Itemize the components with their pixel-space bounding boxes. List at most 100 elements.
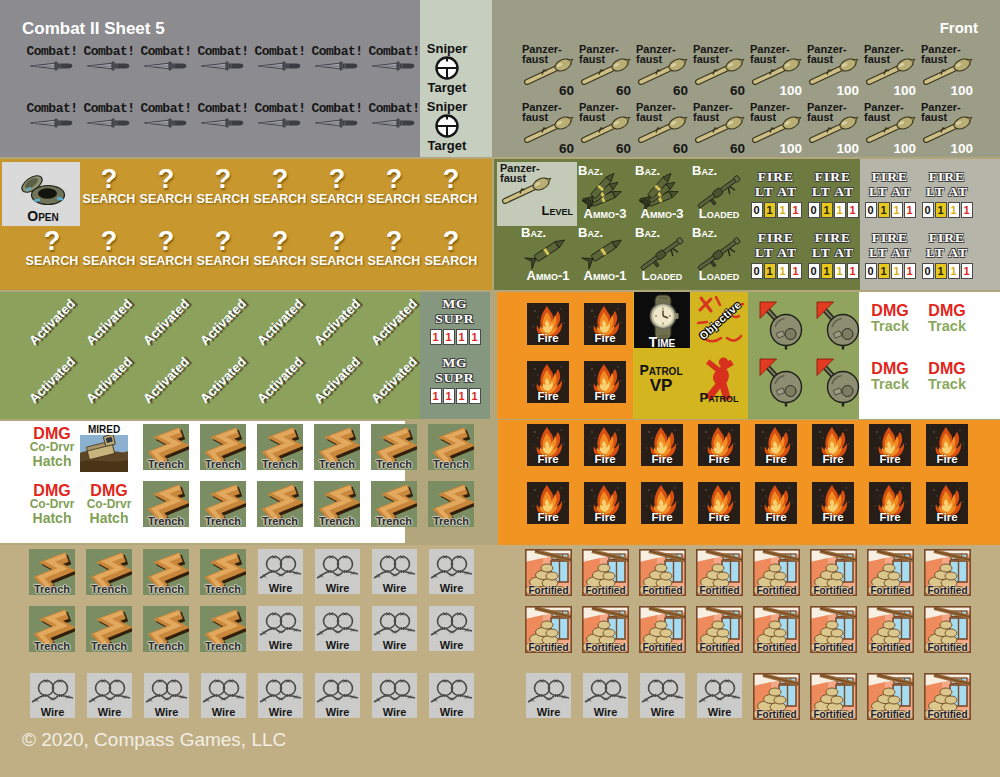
counter-panzerfaust-60[interactable]: Panzer-faust60 xyxy=(691,102,747,158)
counter-wire[interactable]: Wire xyxy=(315,549,360,594)
counter-fire[interactable]: Fire xyxy=(584,424,626,466)
counter-fortified[interactable]: Fortified xyxy=(582,606,629,653)
counter-panzerfaust-100[interactable]: Panzer-faust100 xyxy=(862,102,918,158)
counter-sniper-target[interactable]: SniperTarget xyxy=(425,100,469,152)
counter-wire[interactable]: Wire xyxy=(583,673,628,718)
counter-fortified[interactable]: Fortified xyxy=(924,673,971,720)
counter-fire[interactable]: Fire xyxy=(584,303,626,345)
counter-search[interactable]: ?SEARCH xyxy=(81,228,137,284)
counter-trench[interactable]: Trench xyxy=(143,481,189,527)
counter-fire[interactable]: Fire xyxy=(812,424,854,466)
counter-trench[interactable]: Trench xyxy=(200,549,246,595)
counter-combat[interactable]: Combat! xyxy=(138,101,194,130)
counter-trench[interactable]: Trench xyxy=(143,549,189,595)
counter-search[interactable]: ?SEARCH xyxy=(309,166,365,222)
counter-combat[interactable]: Combat! xyxy=(252,44,308,73)
counter-wire[interactable]: Wire xyxy=(258,673,303,718)
counter-search[interactable]: ?SEARCH xyxy=(195,228,251,284)
counter-search[interactable]: ?SEARCH xyxy=(195,166,251,222)
counter-fire[interactable]: Fire xyxy=(755,424,797,466)
counter-wire[interactable]: Wire xyxy=(429,673,474,718)
counter-panzerfaust-100[interactable]: Panzer-faust100 xyxy=(748,44,804,100)
counter-turret[interactable] xyxy=(757,299,809,355)
counter-trench[interactable]: Trench xyxy=(143,424,189,470)
counter-trench[interactable]: Trench xyxy=(314,481,360,527)
counter-trench[interactable]: Trench xyxy=(314,424,360,470)
counter-fortified[interactable]: Fortified xyxy=(696,606,743,653)
counter-panzerfaust-100[interactable]: Panzer-faust100 xyxy=(919,102,975,158)
counter-fire[interactable]: Fire xyxy=(926,424,968,466)
counter-panzerfaust-100[interactable]: Panzer-faust100 xyxy=(805,44,861,100)
counter-trench[interactable]: Trench xyxy=(29,549,75,595)
counter-panzerfaust-60[interactable]: Panzer-faust60 xyxy=(691,44,747,100)
counter-trench[interactable]: Trench xyxy=(200,481,246,527)
counter-wire[interactable]: Wire xyxy=(258,606,303,651)
counter-wire[interactable]: Wire xyxy=(526,673,571,718)
counter-trench[interactable]: Trench xyxy=(200,606,246,652)
counter-wire[interactable]: Wire xyxy=(315,673,360,718)
counter-fire[interactable]: Fire xyxy=(527,424,569,466)
counter-wire[interactable]: Wire xyxy=(429,606,474,651)
counter-panzerfaust-60[interactable]: Panzer-faust60 xyxy=(577,102,633,158)
counter-fortified[interactable]: Fortified xyxy=(639,549,686,596)
counter-panzerfaust-100[interactable]: Panzer-faust100 xyxy=(748,102,804,158)
counter-trench[interactable]: Trench xyxy=(86,549,132,595)
counter-fortified[interactable]: Fortified xyxy=(753,673,800,720)
counter-fire[interactable]: Fire xyxy=(527,361,569,403)
counter-fire-lt-at[interactable]: FIRELT AT0111 xyxy=(748,169,804,225)
counter-trench[interactable]: Trench xyxy=(257,481,303,527)
counter-fire-lt-at[interactable]: FIRELT AT0111 xyxy=(805,169,861,225)
counter-fortified[interactable]: Fortified xyxy=(924,549,971,596)
counter-baz-ammo1[interactable]: Baz.Ammo-1 xyxy=(519,225,577,283)
counter-fire-lt-at[interactable]: FIRELT AT0111 xyxy=(919,169,975,225)
counter-wire[interactable]: Wire xyxy=(697,673,742,718)
counter-panzerfaust-level[interactable]: Panzer-faustLevel xyxy=(498,163,576,219)
counter-fortified[interactable]: Fortified xyxy=(867,606,914,653)
counter-wire[interactable]: Wire xyxy=(372,606,417,651)
counter-fortified[interactable]: Fortified xyxy=(867,673,914,720)
counter-panzerfaust-100[interactable]: Panzer-faust100 xyxy=(805,102,861,158)
counter-wire[interactable]: Wire xyxy=(640,673,685,718)
counter-wire[interactable]: Wire xyxy=(372,549,417,594)
counter-open[interactable]: Open xyxy=(13,168,73,222)
counter-trench[interactable]: Trench xyxy=(371,481,417,527)
counter-fire[interactable]: Fire xyxy=(869,424,911,466)
counter-search[interactable]: ?SEARCH xyxy=(81,166,137,222)
counter-dmg-codrvr-hatch[interactable]: DMGCo-DrvrHatch xyxy=(22,426,82,468)
counter-search[interactable]: ?SEARCH xyxy=(252,166,308,222)
counter-combat[interactable]: Combat! xyxy=(309,101,365,130)
counter-combat[interactable]: Combat! xyxy=(195,44,251,73)
counter-dmg-track[interactable]: DMGTrack xyxy=(860,360,920,392)
counter-sniper-target[interactable]: SniperTarget xyxy=(425,42,469,94)
counter-mired[interactable]: MIRED xyxy=(80,424,128,472)
counter-panzerfaust-60[interactable]: Panzer-faust60 xyxy=(634,102,690,158)
counter-trench[interactable]: Trench xyxy=(200,424,246,470)
counter-fortified[interactable]: Fortified xyxy=(639,606,686,653)
counter-time[interactable]: Time xyxy=(640,294,684,350)
counter-search[interactable]: ?SEARCH xyxy=(366,228,422,284)
counter-wire[interactable]: Wire xyxy=(315,606,360,651)
counter-fortified[interactable]: Fortified xyxy=(924,606,971,653)
counter-dmg-track[interactable]: DMGTrack xyxy=(917,360,977,392)
counter-fire-lt-at[interactable]: FIRELT AT0111 xyxy=(919,230,975,286)
counter-combat[interactable]: Combat! xyxy=(195,101,251,130)
counter-wire[interactable]: Wire xyxy=(30,673,75,718)
counter-fortified[interactable]: Fortified xyxy=(867,549,914,596)
counter-fortified[interactable]: Fortified xyxy=(525,549,572,596)
counter-patrol[interactable]: Patrol xyxy=(690,355,748,417)
counter-fortified[interactable]: Fortified xyxy=(810,549,857,596)
counter-fire[interactable]: Fire xyxy=(527,303,569,345)
counter-fire[interactable]: Fire xyxy=(869,482,911,524)
counter-combat[interactable]: Combat! xyxy=(366,44,422,73)
counter-objective[interactable]: Objective xyxy=(692,292,748,348)
counter-search[interactable]: ?SEARCH xyxy=(309,228,365,284)
counter-combat[interactable]: Combat! xyxy=(252,101,308,130)
counter-trench[interactable]: Trench xyxy=(143,606,189,652)
counter-search[interactable]: ?SEARCH xyxy=(24,228,80,284)
counter-fire-lt-at[interactable]: FIRELT AT0111 xyxy=(862,230,918,286)
counter-combat[interactable]: Combat! xyxy=(81,101,137,130)
counter-panzerfaust-60[interactable]: Panzer-faust60 xyxy=(634,44,690,100)
counter-wire[interactable]: Wire xyxy=(87,673,132,718)
counter-dmg-track[interactable]: DMGTrack xyxy=(860,302,920,334)
counter-fire[interactable]: Fire xyxy=(527,482,569,524)
